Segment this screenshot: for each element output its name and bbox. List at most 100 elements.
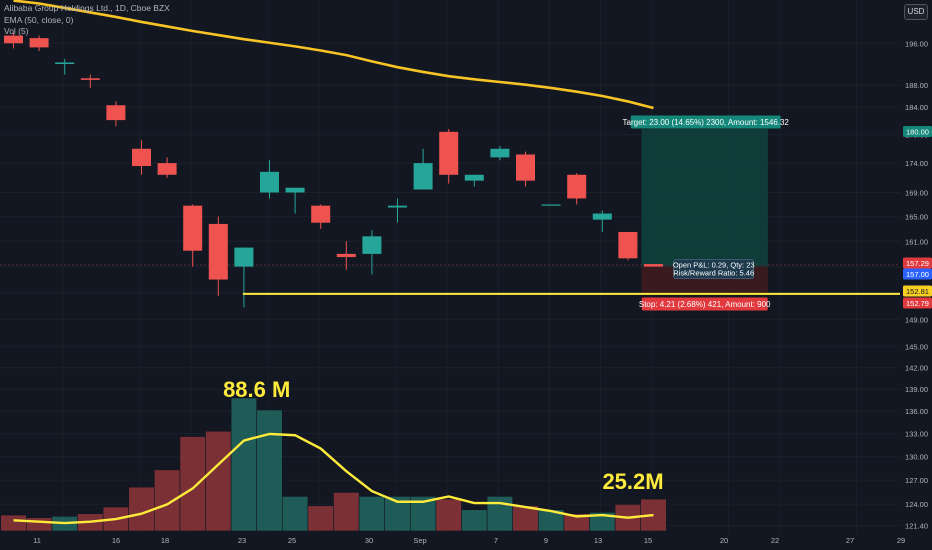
volume-annotation: 88.6 M [223,377,290,402]
target-zone [641,129,768,267]
price-tick-label: 127.00 [905,476,928,485]
price-tick-label: 161.00 [905,237,928,246]
candle-body [618,231,638,259]
candle-body [439,131,459,175]
candle-body [132,148,151,167]
currency-button[interactable]: USD [904,4,928,20]
volume-bar [333,492,360,532]
candle-body [336,253,356,258]
candles [4,33,663,308]
price-tick-label: 184.00 [905,103,928,112]
volume-bar [154,469,181,532]
price-tag: 157.29 [906,259,929,268]
volume-bar [307,505,334,532]
candle-body [285,187,305,193]
candle-body [567,174,587,199]
time-axis[interactable]: 11 16 18 23 25 30 Sep 7 9 13 15 20 22 27 29 [33,536,905,545]
time-tick-label: 16 [112,536,120,545]
time-tick-label: 11 [33,536,41,545]
candle-body [516,154,535,181]
time-tick-label: 15 [644,536,652,545]
price-tick-label: 145.00 [905,343,928,352]
price-tick-label: 130.00 [905,453,928,462]
price-tick-label: 196.00 [905,39,928,48]
volume-bar [435,498,462,532]
price-tag: 157.00 [906,270,929,279]
candle-body [644,264,663,267]
ema50-line [13,0,654,110]
candle-body [4,35,23,44]
candle-body [311,205,331,223]
volume-ma [13,432,654,525]
price-tick-label: 136.00 [905,407,928,416]
price-tick-label: 142.00 [905,364,928,373]
volume-bars [0,397,667,532]
price-tick-label: 149.00 [905,315,928,324]
volume-bar [205,430,232,532]
time-tick-label: 30 [365,536,373,545]
candle-body [183,205,203,251]
time-tick-label: 22 [771,536,779,545]
volume-legend[interactable]: Vol (5) [4,26,29,36]
price-tag: 152.79 [906,299,929,308]
candle-body [157,163,177,175]
time-tick-label: Sep [413,536,426,545]
stop-label-bg [641,297,768,311]
ema-legend[interactable]: EMA (50, close, 0) [4,14,74,25]
target-label-bg [630,115,781,129]
candle-body [413,163,433,190]
time-tick-label: 27 [846,536,854,545]
symbol-title[interactable]: Alibaba Group Holdings Ltd., 1D, Cboe BZ… [4,3,170,13]
volume-bar [179,436,206,532]
candle-body [388,205,407,208]
ema-line [13,0,654,110]
volume-bar [461,509,488,532]
candle-body [541,204,561,206]
candle-body [55,62,75,65]
time-tick-label: 18 [161,536,169,545]
price-tag: 180.00 [906,128,929,137]
legend: Alibaba Group Holdings Ltd., 1D, Cboe BZ… [4,3,170,38]
candle-body [106,105,126,121]
grid [0,0,908,533]
volume-bar [281,496,309,532]
volume-bar [25,517,53,532]
volume-annotations: 88.6 M 25.2M [223,377,664,494]
volume-bar [230,397,258,532]
price-tick-label: 174.00 [905,159,928,168]
candle-body [362,236,382,254]
price-tag-bg [903,268,932,280]
volume-bar [486,496,514,532]
time-tick-label: 7 [494,536,498,545]
price-tag-bg [903,126,932,137]
position-tool[interactable] [0,129,900,294]
time-tick-label: 29 [897,536,905,545]
time-tick-label: 9 [544,536,548,545]
price-tick-label: 188.00 [905,81,928,90]
stop-label: Stop: 4.21 (2.68%) 421, Amount: 900 [639,300,771,309]
position-labels: Target: 23.00 (14.65%) 2300, Amount: 154… [623,115,789,311]
volume-bar [256,409,283,532]
time-tick-label: 23 [238,536,246,545]
price-tick-label: 124.00 [905,500,928,509]
volume-annotation: 25.2M [602,469,663,494]
price-tick-label: 139.00 [905,385,928,394]
candle-body [29,38,49,48]
candle-body [592,213,612,220]
price-axis[interactable]: 196.00188.00184.00179.00174.00169.00165.… [900,0,932,550]
candle-body [208,223,228,280]
price-tick-label: 169.00 [905,188,928,197]
candle-body [490,148,510,158]
candle-body [80,78,100,80]
time-tick-label: 20 [720,536,728,545]
volume-bar [358,496,386,532]
price-tag-bg [903,297,932,309]
price-tick-label: 165.00 [905,213,928,222]
price-tag-bg [903,257,932,269]
price-tag-bg [903,285,932,297]
volume-bar [128,486,155,532]
time-tick-label: 25 [288,536,296,545]
price-tick-label: 121.40 [905,522,928,531]
